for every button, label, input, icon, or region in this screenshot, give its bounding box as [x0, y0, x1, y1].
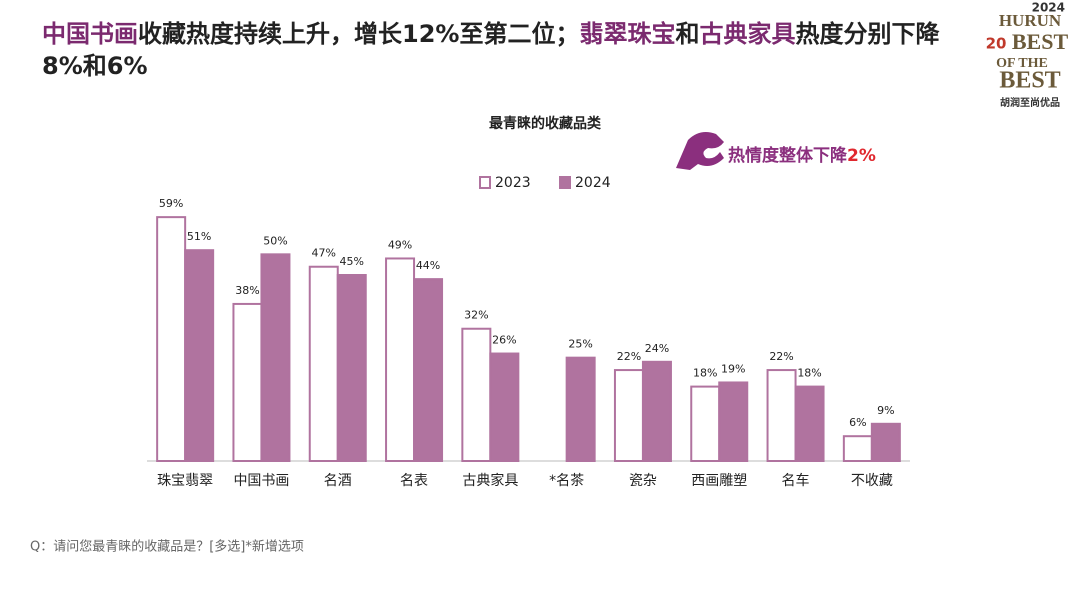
value-label: 49%: [388, 238, 412, 251]
callout-value: 2%: [847, 146, 876, 166]
title-segment: 中国书画: [42, 20, 138, 48]
logo-edition: 20: [986, 35, 1007, 53]
value-label: 22%: [769, 350, 793, 363]
title-segment: 热度分别下降8%和6%: [42, 20, 940, 80]
logo-brand: HURUN: [999, 11, 1062, 30]
footnote: Q：请问您最青睐的收藏品是？[多选]*新增选项: [30, 539, 304, 555]
value-label: 59%: [159, 197, 183, 210]
logo-tagline: 胡润至尚优品: [1000, 96, 1060, 109]
legend-swatch: [559, 176, 571, 189]
value-label: 32%: [464, 309, 488, 322]
value-label: 19%: [721, 362, 745, 375]
bar: [336, 274, 367, 462]
value-label: 47%: [312, 247, 336, 260]
bar: [565, 356, 596, 462]
x-tick-label: 珠宝翡翠: [157, 473, 213, 489]
bar: [461, 327, 492, 462]
legend-label: 2024: [575, 175, 611, 191]
value-label: 44%: [416, 259, 440, 272]
value-label: 45%: [340, 255, 364, 268]
bar: [156, 216, 187, 462]
logo-line: OF THE: [996, 56, 1048, 71]
x-tick-label: 名车: [782, 472, 810, 489]
logo-year: 2024: [1032, 1, 1065, 15]
legend-label: 2023: [495, 175, 531, 191]
value-label: 51%: [187, 230, 211, 243]
logo-line: BEST: [1012, 29, 1069, 54]
bar: [794, 385, 825, 463]
callout-label: 热情度整体下降: [728, 145, 848, 166]
value-label: 50%: [263, 234, 287, 247]
value-label: 24%: [645, 342, 669, 355]
bar: [232, 302, 263, 462]
x-tick-label: 中国书画: [233, 473, 289, 489]
x-tick-label: 西画雕塑: [691, 473, 747, 489]
callout-icon: [676, 132, 724, 170]
slide-title: 中国书画收藏热度持续上升，增长12%至第二位；翡翠珠宝和古典家具热度分别下降8%…: [42, 18, 962, 82]
bar: [489, 352, 520, 462]
value-label: 38%: [235, 284, 259, 297]
x-tick-label: 名酒: [324, 473, 352, 489]
callout-text: 热情度整体下降2%: [728, 145, 876, 166]
bar: [870, 422, 901, 462]
bar: [385, 257, 416, 463]
legend-swatch: [479, 176, 491, 189]
title-segment: 收藏热度持续上升，增长12%至第二位；: [138, 20, 580, 48]
logo-line: BEST: [999, 68, 1060, 94]
bar: [260, 253, 291, 462]
x-tick-label: *名茶: [549, 473, 584, 489]
bar: [766, 369, 797, 463]
value-label: 18%: [797, 367, 821, 380]
x-tick-label: 瓷杂: [629, 473, 657, 489]
value-label: 26%: [492, 334, 516, 347]
bar: [842, 435, 873, 463]
value-label: 6%: [849, 416, 866, 429]
value-label: 22%: [617, 350, 641, 363]
bar: [308, 265, 339, 462]
value-label: 9%: [877, 404, 894, 417]
bar: [690, 385, 721, 463]
chart-title: 最青睐的收藏品类: [489, 115, 602, 132]
x-tick-label: 名表: [400, 473, 428, 489]
value-label: 18%: [693, 367, 717, 380]
title-segment: 和: [675, 20, 700, 48]
title-segment: 翡翠珠宝: [579, 20, 676, 48]
bar: [413, 278, 444, 462]
bar: [613, 369, 644, 463]
x-tick-label: 不收藏: [851, 473, 893, 489]
title-segment: 古典家具: [699, 20, 796, 48]
bar: [718, 381, 749, 463]
bar: [641, 360, 672, 462]
x-tick-label: 古典家具: [462, 472, 518, 489]
bar: [184, 249, 215, 462]
value-label: 25%: [568, 338, 592, 351]
